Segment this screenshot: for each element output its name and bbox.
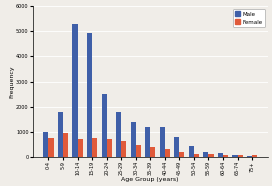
Bar (116, 112, 121, 157)
Bar (189, 146, 194, 157)
Bar (101, 94, 107, 157)
Bar (72, 24, 78, 157)
Bar (48, 138, 54, 157)
Bar (131, 122, 136, 157)
Bar (218, 153, 223, 157)
Bar (136, 145, 141, 157)
Bar (121, 141, 126, 157)
Bar (247, 156, 252, 157)
Bar (107, 140, 112, 157)
Bar (165, 149, 170, 157)
X-axis label: Age Group (years): Age Group (years) (122, 177, 179, 182)
Bar (203, 152, 208, 157)
Bar (208, 154, 214, 157)
Legend: Male, Female: Male, Female (233, 9, 265, 27)
Bar (223, 155, 228, 157)
Bar (160, 127, 165, 157)
Bar (237, 155, 243, 157)
Bar (87, 33, 92, 157)
Bar (92, 138, 97, 157)
Bar (58, 112, 63, 157)
Bar (78, 140, 83, 157)
Bar (63, 133, 68, 157)
Y-axis label: Frequency: Frequency (10, 65, 15, 98)
Bar (145, 127, 150, 157)
Bar (252, 155, 257, 157)
Bar (179, 152, 184, 157)
Bar (174, 137, 179, 157)
Bar (232, 155, 237, 157)
Bar (43, 132, 48, 157)
Bar (150, 147, 155, 157)
Bar (194, 154, 199, 157)
